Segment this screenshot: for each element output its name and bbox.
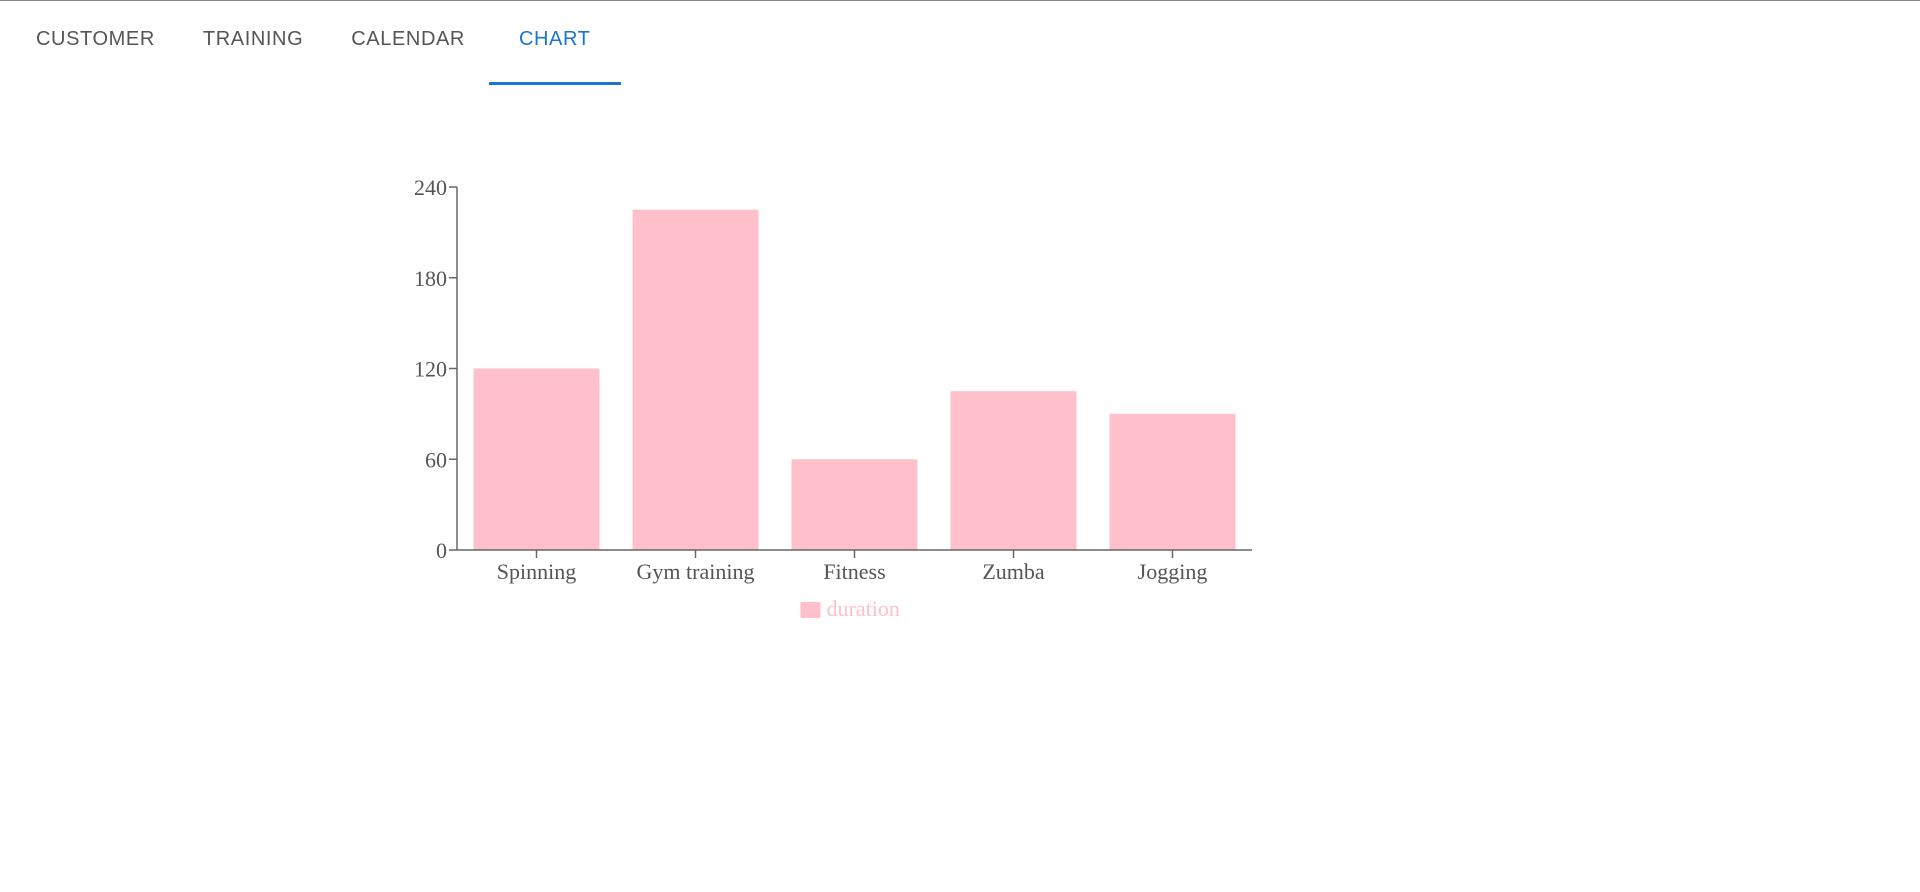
tab-training[interactable]: TRAINING: [179, 1, 327, 85]
x-tick-label-spinning: Spinning: [497, 559, 576, 584]
tab-training-label: TRAINING: [202, 27, 304, 50]
tab-bar: CUSTOMER TRAINING CALENDAR CHART: [12, 1, 621, 85]
y-tick-label-180: 180: [414, 266, 447, 291]
bar-fitness: [791, 459, 918, 550]
x-tick-label-jogging: Jogging: [1138, 559, 1208, 584]
legend-label: duration: [827, 596, 900, 621]
bar-spinning: [473, 368, 600, 550]
bar-gym-training: [632, 209, 759, 550]
y-tick-label-60: 60: [425, 447, 447, 472]
bar-zumba: [950, 391, 1077, 550]
x-tick-label-gym-training: Gym training: [637, 559, 755, 584]
active-tab-indicator: [488, 82, 621, 85]
tab-chart[interactable]: CHART: [488, 1, 621, 85]
tab-calendar-label: CALENDAR: [351, 27, 465, 50]
x-tick-label-zumba: Zumba: [982, 559, 1045, 584]
tab-customer[interactable]: CUSTOMER: [12, 1, 179, 85]
tab-chart-label: CHART: [518, 27, 591, 50]
y-tick-label-0: 0: [436, 538, 447, 563]
tab-calendar[interactable]: CALENDAR: [327, 1, 489, 85]
x-tick-label-fitness: Fitness: [823, 559, 885, 584]
bar-jogging: [1109, 413, 1236, 550]
y-tick-label-120: 120: [414, 357, 447, 382]
legend-swatch: [800, 602, 821, 618]
top-border: [0, 0, 1920, 1]
tab-customer-label: CUSTOMER: [36, 27, 155, 50]
y-tick-label-240: 240: [414, 175, 447, 200]
